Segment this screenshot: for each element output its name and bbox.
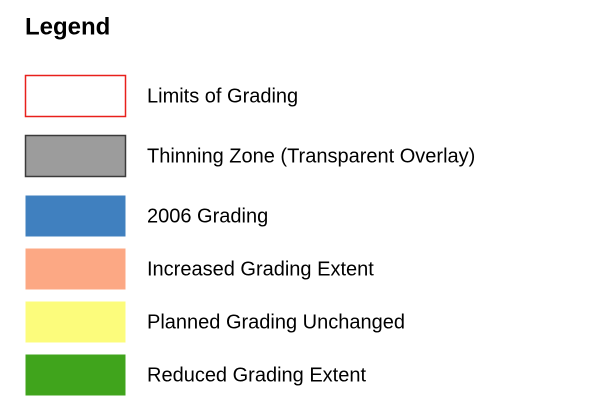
legend-title: Legend	[25, 13, 110, 40]
swatch	[25, 354, 126, 396]
swatch	[24, 134, 127, 178]
legend-label: Thinning Zone (Transparent Overlay)	[147, 145, 475, 167]
legend-label: Planned Grading Unchanged	[147, 311, 405, 333]
swatch	[25, 195, 126, 237]
legend-label: Reduced Grading Extent	[147, 364, 366, 386]
legend-label: Limits of Grading	[147, 85, 298, 107]
legend-label: 2006 Grading	[147, 205, 268, 227]
legend-label: Increased Grading Extent	[147, 258, 374, 280]
swatch	[25, 301, 126, 343]
swatch	[24, 74, 127, 118]
swatch	[25, 248, 126, 290]
